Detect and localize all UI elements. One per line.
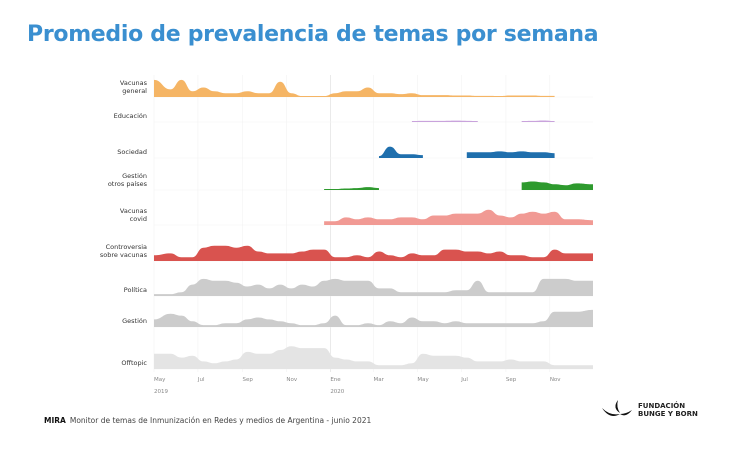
logo-line1: FUNDACIÓN xyxy=(638,402,686,410)
x-tick-label: Nov xyxy=(286,377,297,383)
footer-brand: MIRA xyxy=(44,416,66,425)
area-controversia-sobre-vacunas xyxy=(154,245,593,261)
area-vacunas-covid xyxy=(324,209,593,225)
area-gestión-otros-países xyxy=(521,181,593,190)
row-label: Vacunas xyxy=(120,79,148,87)
area-sociedad xyxy=(378,146,423,158)
x-tick-year: 2020 xyxy=(330,389,344,395)
logo-line2: BUNGE Y BORN xyxy=(638,410,698,418)
x-tick-label: Jul xyxy=(197,377,205,383)
row-label: Gestión xyxy=(122,317,147,325)
x-tick-label: Nov xyxy=(550,377,561,383)
row-label: general xyxy=(122,87,147,95)
footer-text: Monitor de temas de Inmunización en Rede… xyxy=(69,416,372,425)
x-tick-label: Mar xyxy=(374,377,385,383)
x-tick-label: Sep xyxy=(243,377,254,383)
x-tick-year: 2019 xyxy=(154,389,168,395)
row-label: covid xyxy=(130,215,147,223)
area-vacunas-general xyxy=(154,79,555,97)
row-label: Educación xyxy=(114,112,147,120)
row-label: otros países xyxy=(108,180,148,188)
area-offtopic xyxy=(154,346,593,369)
area-política xyxy=(154,278,593,296)
row-label: Gestión xyxy=(122,172,147,180)
ridgeline-chart: May 2019 Jul Sep Nov Ene 2020 Mar May Jul Sep Nov Va… xyxy=(100,75,593,395)
x-tick-label: May xyxy=(154,377,166,383)
row-label: Política xyxy=(124,286,147,294)
row-label: Vacunas xyxy=(120,207,148,215)
row-label: sobre vacunas xyxy=(100,251,148,259)
x-tick-label: Jul xyxy=(460,377,468,383)
area-educación xyxy=(411,120,478,122)
x-tick-label: Sep xyxy=(506,377,517,383)
x-tick-label: Ene xyxy=(330,377,341,383)
area-sociedad xyxy=(466,151,555,158)
chart-title: Promedio de prevalencia de temas por sem… xyxy=(27,22,599,47)
area-educación xyxy=(521,120,555,122)
row-label: Offtopic xyxy=(121,359,147,367)
leaf-logo-icon xyxy=(602,400,632,416)
area-gestión-otros-países xyxy=(324,187,379,190)
fundacion-bunge-y-born-logo: FUNDACIÓN BUNGE Y BORN xyxy=(600,398,698,422)
footer: MIRA Monitor de temas de Inmunización en … xyxy=(44,416,371,425)
area-gestión xyxy=(154,309,593,327)
x-tick-label: May xyxy=(417,377,429,383)
row-label: Sociedad xyxy=(117,148,147,156)
row-label: Controversia xyxy=(106,243,147,251)
